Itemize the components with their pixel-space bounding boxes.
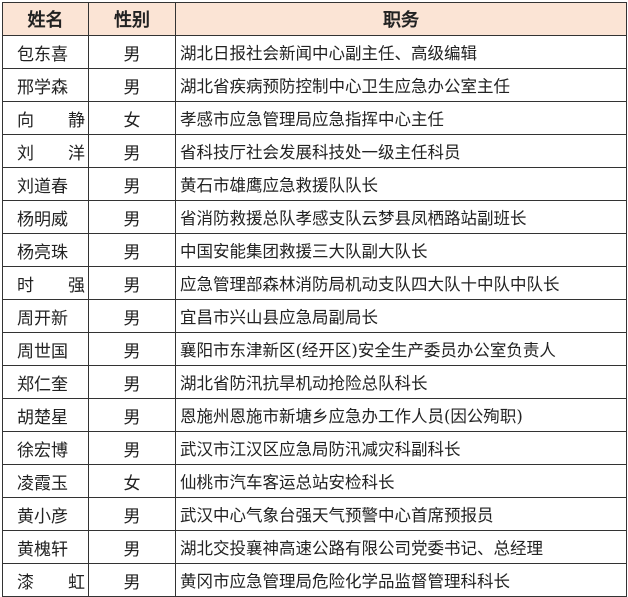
name-cell: 时 强	[2, 266, 89, 300]
table-row: 邢学森男湖北省疾病预防控制中心卫生应急办公室主任	[2, 68, 627, 102]
table-row: 凌霞玉女仙桃市汽车客运总站安检科长	[2, 464, 627, 498]
name-cell: 凌霞玉	[2, 464, 89, 498]
gender-cell: 男	[88, 200, 176, 234]
name-cell: 郑仁奎	[2, 365, 89, 399]
duty-cell: 仙桃市汽车客运总站安检科长	[175, 464, 627, 498]
duty-cell: 黄石市雄鹰应急救援队队长	[175, 167, 627, 201]
table-row: 向 静女孝感市应急管理局应急指挥中心主任	[2, 101, 627, 135]
duty-cell: 省消防救援总队孝感支队云梦县凤栖路站副班长	[175, 200, 627, 234]
table-row: 徐宏博男武汉市江汉区应急局防汛减灾科副科长	[2, 431, 627, 465]
table-row: 刘 洋男省科技厅社会发展科技处一级主任科员	[2, 134, 627, 168]
duty-cell: 宜昌市兴山县应急局副局长	[175, 299, 627, 333]
table-row: 时 强男应急管理部森林消防局机动支队四大队十中队中队长	[2, 266, 627, 300]
duty-cell: 湖北交投襄神高速公路有限公司党委书记、总经理	[175, 530, 627, 564]
name-cell: 黄槐轩	[2, 530, 89, 564]
duty-cell: 武汉市江汉区应急局防汛减灾科副科长	[175, 431, 627, 465]
name-cell: 邢学森	[2, 68, 89, 102]
gender-cell: 男	[88, 299, 176, 333]
gender-cell: 男	[88, 431, 176, 465]
header-gender: 性别	[88, 2, 176, 36]
table-row: 周世国男襄阳市东津新区(经开区)安全生产委员办公室负责人	[2, 332, 627, 366]
gender-cell: 男	[88, 68, 176, 102]
name-cell: 杨明威	[2, 200, 89, 234]
duty-cell: 中国安能集团救援三大队副大队长	[175, 233, 627, 267]
duty-cell: 省科技厅社会发展科技处一级主任科员	[175, 134, 627, 168]
table-row: 周开新男宜昌市兴山县应急局副局长	[2, 299, 627, 333]
duty-cell: 襄阳市东津新区(经开区)安全生产委员办公室负责人	[175, 332, 627, 366]
name-cell: 周开新	[2, 299, 89, 333]
gender-cell: 女	[88, 464, 176, 498]
duty-cell: 黄冈市应急管理局危险化学品监督管理科科长	[175, 563, 627, 597]
gender-cell: 男	[88, 266, 176, 300]
table-row: 杨亮珠男中国安能集团救援三大队副大队长	[2, 233, 627, 267]
header-row: 姓名 性别 职务	[2, 2, 627, 36]
name-cell: 漆 虹	[2, 563, 89, 597]
table-row: 包东喜男湖北日报社会新闻中心副主任、高级编辑	[2, 35, 627, 69]
gender-cell: 男	[88, 134, 176, 168]
duty-cell: 孝感市应急管理局应急指挥中心主任	[175, 101, 627, 135]
header-duty: 职务	[175, 2, 627, 36]
gender-cell: 女	[88, 101, 176, 135]
duty-cell: 湖北省防汛抗旱机动抢险总队科长	[175, 365, 627, 399]
table-row: 黄小彦男武汉中心气象台强天气预警中心首席预报员	[2, 497, 627, 531]
gender-cell: 男	[88, 563, 176, 597]
gender-cell: 男	[88, 497, 176, 531]
gender-cell: 男	[88, 332, 176, 366]
table-row: 漆 虹男黄冈市应急管理局危险化学品监督管理科科长	[2, 563, 627, 597]
duty-cell: 应急管理部森林消防局机动支队四大队十中队中队长	[175, 266, 627, 300]
name-cell: 向 静	[2, 101, 89, 135]
name-cell: 周世国	[2, 332, 89, 366]
name-cell: 徐宏博	[2, 431, 89, 465]
table-row: 胡楚星男恩施州恩施市新塘乡应急办工作人员(因公殉职)	[2, 398, 627, 432]
gender-cell: 男	[88, 365, 176, 399]
name-cell: 胡楚星	[2, 398, 89, 432]
duty-cell: 恩施州恩施市新塘乡应急办工作人员(因公殉职)	[175, 398, 627, 432]
gender-cell: 男	[88, 530, 176, 564]
table-row: 刘道春男黄石市雄鹰应急救援队队长	[2, 167, 627, 201]
table-row: 黄槐轩男湖北交投襄神高速公路有限公司党委书记、总经理	[2, 530, 627, 564]
header-name: 姓名	[2, 2, 89, 36]
duty-cell: 武汉中心气象台强天气预警中心首席预报员	[175, 497, 627, 531]
name-cell: 刘道春	[2, 167, 89, 201]
name-cell: 包东喜	[2, 35, 89, 69]
table-row: 郑仁奎男湖北省防汛抗旱机动抢险总队科长	[2, 365, 627, 399]
gender-cell: 男	[88, 35, 176, 69]
table-row: 杨明威男省消防救援总队孝感支队云梦县凤栖路站副班长	[2, 200, 627, 234]
gender-cell: 男	[88, 233, 176, 267]
name-cell: 杨亮珠	[2, 233, 89, 267]
duty-cell: 湖北省疾病预防控制中心卫生应急办公室主任	[175, 68, 627, 102]
name-cell: 黄小彦	[2, 497, 89, 531]
gender-cell: 男	[88, 398, 176, 432]
gender-cell: 男	[88, 167, 176, 201]
duty-cell: 湖北日报社会新闻中心副主任、高级编辑	[175, 35, 627, 69]
name-cell: 刘 洋	[2, 134, 89, 168]
